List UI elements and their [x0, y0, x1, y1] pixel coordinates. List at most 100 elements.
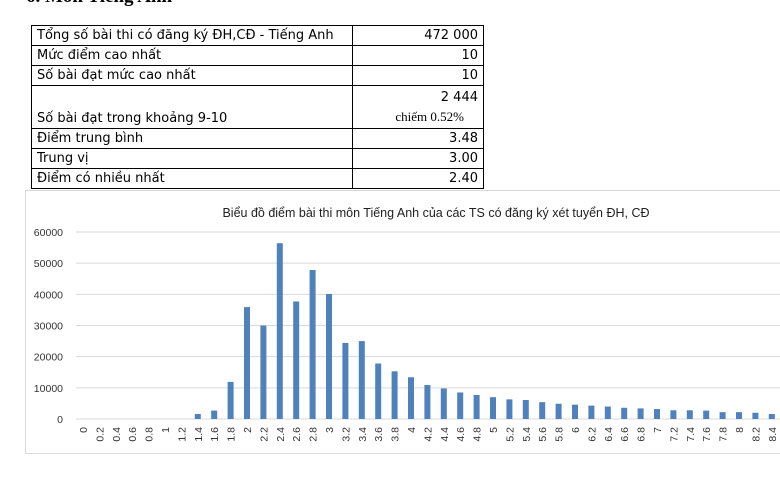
bar: [408, 377, 414, 419]
bar: [670, 410, 677, 419]
bar: [719, 412, 726, 419]
bar: [424, 385, 431, 419]
x-tick-label: 6.8: [636, 427, 648, 442]
bar: [703, 410, 710, 419]
bar: [244, 307, 250, 419]
x-tick-label: 1: [160, 427, 172, 433]
section-heading: 6. Môn Tiếng Anh: [26, 0, 172, 8]
bar: [654, 409, 660, 419]
x-tick-label: 2.8: [308, 427, 320, 442]
x-tick-label: 1.2: [176, 427, 188, 442]
row-label: Trung vị: [31, 148, 353, 169]
bar: [686, 410, 693, 419]
x-tick-label: 2.4: [275, 427, 287, 442]
row-label: Mức điểm cao nhất: [31, 45, 353, 66]
bar: [621, 407, 628, 419]
y-tick-label: 40000: [34, 289, 63, 301]
y-tick-label: 50000: [34, 258, 63, 270]
bar: [490, 397, 496, 419]
bar: [227, 381, 234, 419]
x-tick-label: 6: [570, 427, 582, 433]
bar: [260, 325, 267, 419]
x-tick-label: 2.2: [258, 427, 270, 442]
row-label: Điểm có nhiều nhất: [31, 168, 353, 189]
x-tick-label: 2: [242, 427, 254, 433]
x-tick-label: 4.6: [455, 427, 467, 442]
bar: [342, 342, 349, 419]
x-tick-label: 5: [488, 427, 500, 433]
x-tick-label: 0.8: [144, 427, 156, 442]
row-label: Số bài đạt trong khoảng 9-10: [31, 85, 353, 129]
y-tick-label: 0: [57, 414, 63, 426]
bar: [211, 410, 218, 419]
x-tick-label: 4.8: [472, 427, 484, 442]
x-tick-label: 6.4: [603, 427, 615, 442]
value-text: 10: [461, 48, 478, 63]
x-tick-label: 3.2: [340, 427, 352, 442]
bar: [440, 388, 447, 419]
table-row: Điểm trung bình 3.48: [31, 128, 484, 149]
x-tick-label: 1.6: [209, 427, 221, 442]
row-label: Tổng số bài thi có đăng ký ĐH,CĐ - Tiếng…: [31, 25, 353, 46]
chart-title: Biểu đồ điểm bài thi môn Tiếng Anh của c…: [222, 206, 649, 220]
row-value: 10: [352, 65, 484, 86]
bar: [506, 399, 513, 419]
bar: [358, 341, 365, 419]
x-tick-label: 6.2: [586, 427, 598, 442]
x-tick-label: 3: [324, 427, 336, 433]
y-tick-label: 20000: [34, 352, 63, 364]
x-tick-label: 2.6: [291, 427, 303, 442]
bar: [309, 270, 316, 419]
x-tick-label: 5.6: [537, 427, 549, 442]
x-tick-label: 4: [406, 427, 418, 433]
percent-text: chiếm 0.52%: [395, 108, 464, 124]
bar: [637, 408, 644, 419]
x-tick-label: 0.4: [111, 427, 123, 442]
x-tick-label: 3.6: [373, 427, 385, 442]
x-tick-label: 4.2: [422, 427, 434, 442]
row-value: 3.00: [352, 148, 484, 169]
bar: [391, 371, 398, 419]
bar: [736, 412, 742, 419]
x-tick-label: 4.4: [439, 427, 451, 442]
row-value: 10: [352, 45, 484, 66]
x-tick-label: 7.8: [718, 427, 730, 442]
table-row: Điểm có nhiều nhất 2.40: [31, 168, 484, 189]
bar: [293, 301, 300, 419]
x-tick-label: 3.4: [357, 427, 369, 442]
x-tick-label: 8.4: [767, 427, 779, 442]
table-row: Trung vị 3.00: [31, 148, 484, 169]
bar: [752, 412, 759, 419]
x-tick-label: 5.8: [554, 427, 566, 442]
value-text: 2 444: [440, 89, 478, 105]
score-distribution-chart: Biểu đồ điểm bài thi môn Tiếng Anh của c…: [25, 190, 780, 454]
row-label: Số bài đạt mức cao nhất: [31, 65, 353, 86]
row-value: 2.40: [352, 168, 484, 189]
bar: [572, 404, 578, 419]
table-row: Mức điểm cao nhất 10: [31, 45, 484, 66]
bar: [768, 414, 775, 419]
x-tick-label: 8.2: [750, 427, 762, 442]
bar: [588, 405, 595, 419]
x-tick-label: 0.2: [94, 427, 106, 442]
value-text: 3.48: [449, 131, 478, 146]
table-row: Số bài đạt mức cao nhất 10: [31, 65, 484, 86]
value-text: 2.40: [449, 171, 478, 186]
bar: [604, 406, 611, 419]
y-tick-label: 30000: [34, 321, 63, 333]
table-row: Số bài đạt trong khoảng 9-10 2 444 chiếm 0…: [31, 85, 484, 129]
x-tick-label: 0: [78, 427, 90, 433]
stats-table: Tổng số bài thi có đăng ký ĐH,CĐ - Tiếng…: [31, 25, 484, 189]
x-tick-label: 3.8: [390, 427, 402, 442]
y-tick-label: 60000: [34, 227, 63, 239]
x-tick-label: 1.4: [193, 427, 205, 442]
bar: [457, 392, 464, 419]
row-label: Điểm trung bình: [31, 128, 353, 149]
bar: [473, 395, 480, 419]
x-tick-label: 5.4: [521, 427, 533, 442]
bar: [276, 243, 283, 419]
chart-svg: Biểu đồ điểm bài thi môn Tiếng Anh của c…: [34, 206, 780, 442]
x-tick-label: 7.4: [685, 427, 697, 442]
y-tick-label: 10000: [34, 383, 63, 395]
bar: [539, 402, 546, 419]
